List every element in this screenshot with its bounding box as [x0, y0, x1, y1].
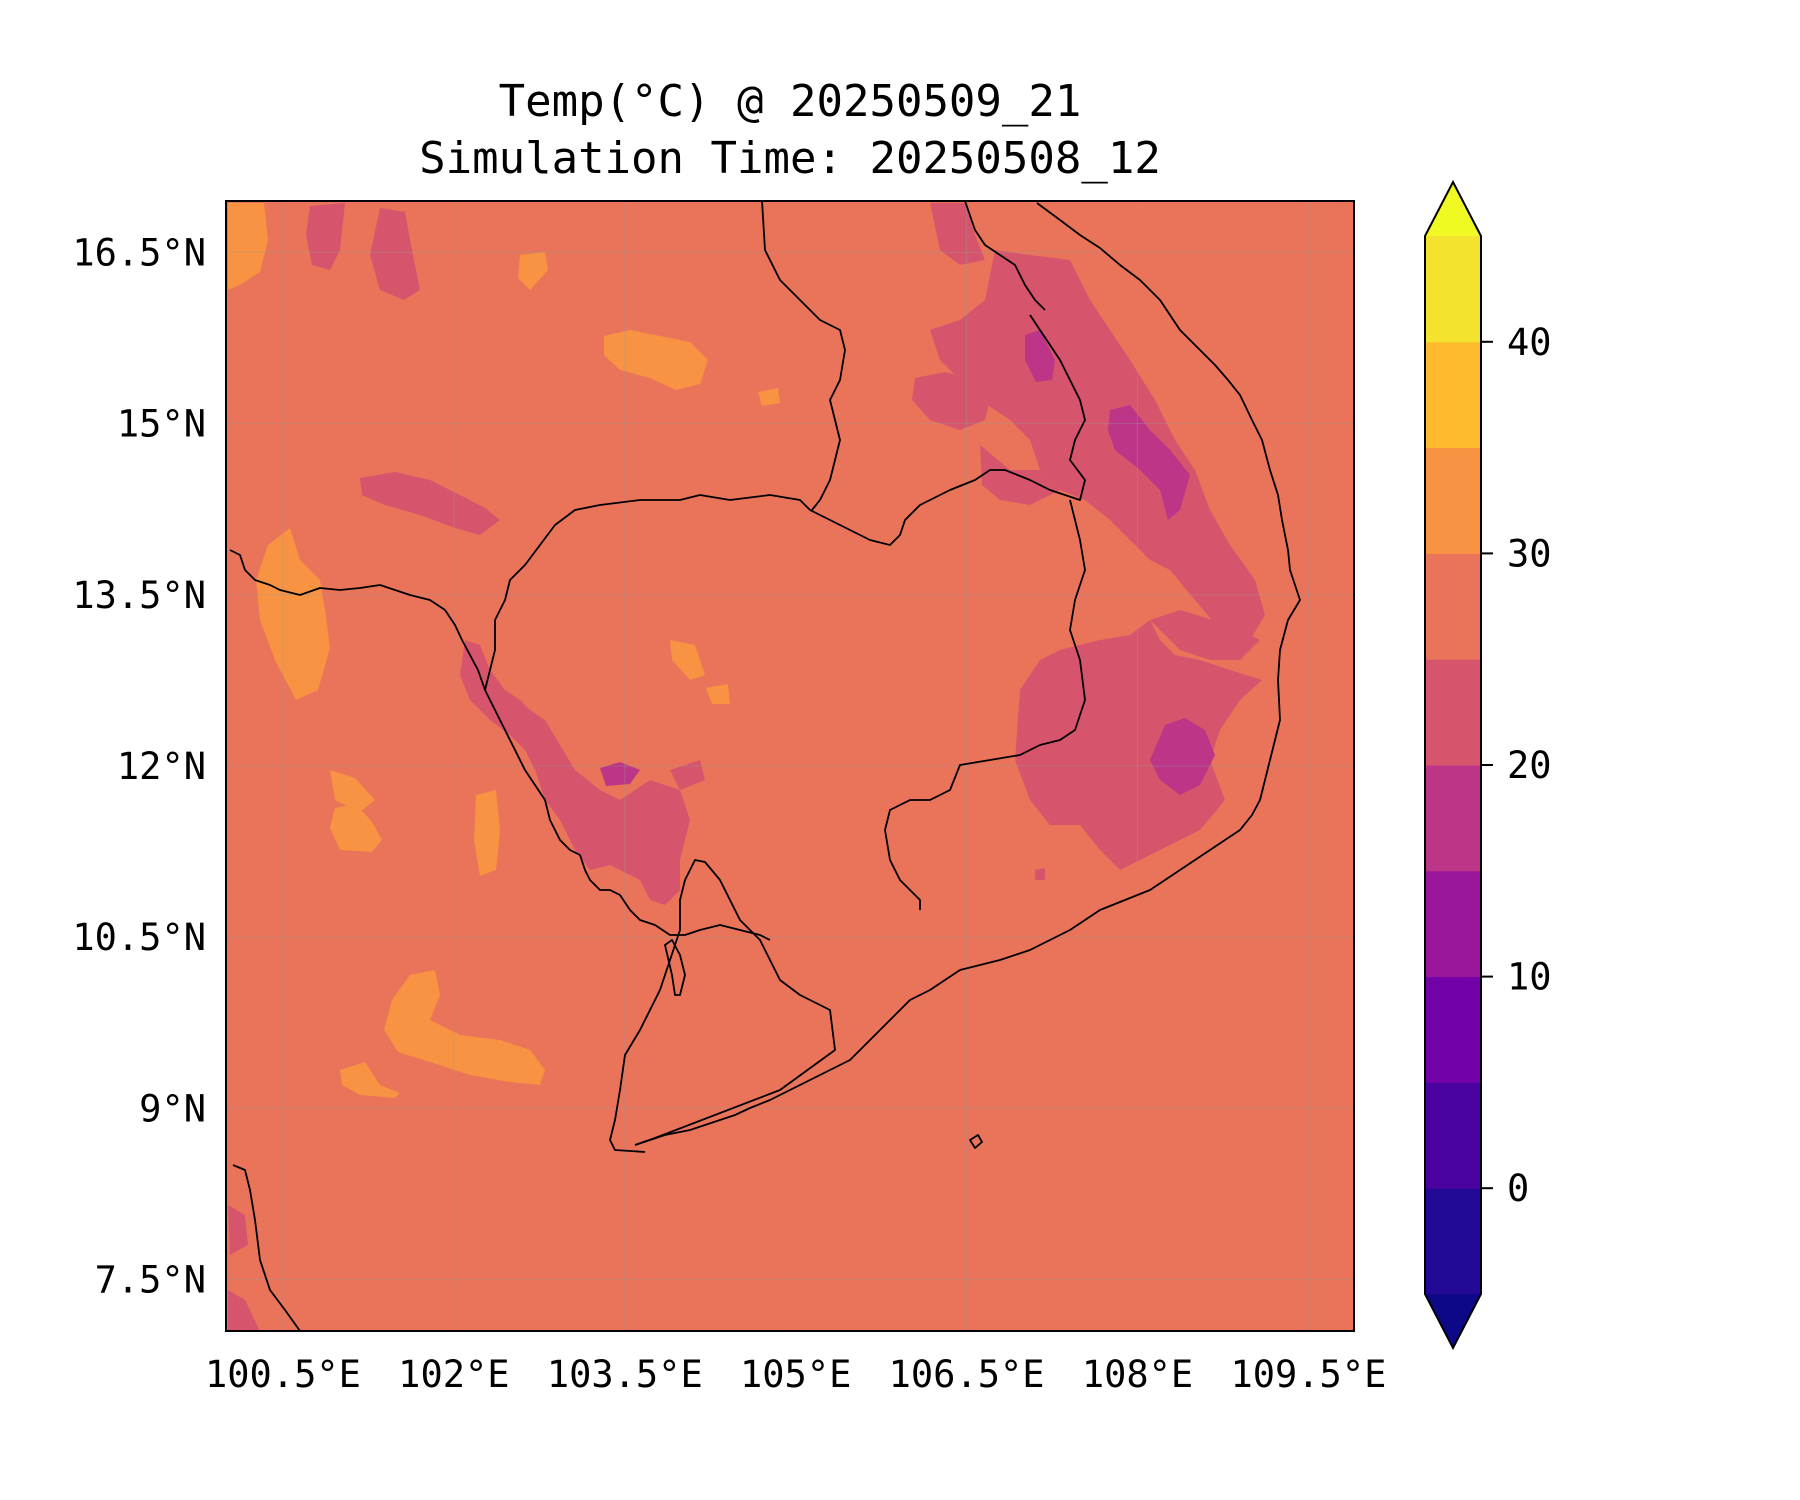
border-laos — [809, 314, 1086, 546]
latitude-tick-labels: 16.5°N 15°N 13.5°N 12°N 10.5°N 9°N 7.5°N — [72, 231, 206, 1301]
colorbar-tick-label: 40 — [1507, 321, 1552, 364]
lat-tick-label: 16.5°N — [72, 231, 206, 274]
colorbar-tick-label: 20 — [1507, 744, 1552, 787]
colorbar-segment — [1425, 870, 1481, 978]
colorbar-segment — [1425, 447, 1481, 554]
coastline-sw-peninsula — [232, 1164, 301, 1331]
lat-tick-label: 7.5°N — [95, 1259, 206, 1302]
colorbar-segment — [1425, 1188, 1481, 1295]
warm-patch-gulf-small2 — [706, 684, 730, 704]
cool-patch-isan-strip — [360, 472, 500, 535]
lat-tick-label: 9°N — [139, 1087, 206, 1130]
colorbar-tick-label: 30 — [1507, 532, 1552, 575]
lon-tick-label: 103.5°E — [547, 1353, 703, 1396]
border-mekong — [761, 201, 846, 511]
warm-patch-island-west — [330, 804, 382, 852]
warm-patch-ne-small — [758, 388, 780, 406]
cool-patch-phnom — [670, 760, 705, 790]
lat-tick-label: 13.5°N — [72, 574, 206, 617]
colorbar: 0 10 20 30 40 — [1424, 179, 1552, 1351]
border-laos-vietnam — [964, 201, 1046, 311]
cool-patch-nw-hills1 — [306, 203, 345, 270]
colorbar-segment — [1425, 765, 1481, 872]
island-con-son — [969, 1134, 983, 1149]
warm-patch-ne-thailand — [604, 330, 708, 390]
colorbar-segment — [1425, 1082, 1481, 1189]
coolest-patch-da-lat — [1150, 718, 1215, 795]
warm-patch-nw — [228, 203, 268, 290]
warm-patch-west-border — [256, 528, 330, 700]
cool-patch-south-laos-plateau — [912, 372, 990, 430]
colorbar-over-extension — [1425, 182, 1481, 236]
colorbar-segment — [1425, 553, 1481, 660]
lat-tick-label: 15°N — [117, 403, 206, 446]
lat-tick-label: 10.5°N — [72, 916, 206, 959]
map-plot-area — [226, 201, 1354, 1331]
colorbar-under-extension — [1425, 1294, 1481, 1348]
cool-patch-dak-lak — [1150, 610, 1260, 660]
cool-patch-central-highlands — [930, 250, 1265, 640]
coastline-vietnam — [634, 202, 1301, 1146]
border-cambodia-vietnam — [884, 499, 1086, 910]
cool-patch-sw-coast — [228, 1205, 248, 1255]
cool-patch-laos-east — [980, 445, 1060, 505]
colorbar-tick-label: 0 — [1507, 1167, 1529, 1210]
lat-tick-label: 12°N — [117, 745, 206, 788]
contour-level-20-25 — [228, 203, 1265, 1331]
coolest-patch-cardamom — [600, 762, 640, 786]
warm-patch-gulf-small1 — [670, 640, 705, 680]
map-frame — [225, 200, 1355, 1332]
cool-patch-cardamom — [460, 640, 690, 905]
coastline-delta — [609, 859, 836, 1153]
cool-patch-island-small — [1035, 868, 1045, 880]
cool-patch-north-laos — [930, 203, 985, 265]
lon-tick-label: 109.5°E — [1230, 1353, 1386, 1396]
lon-tick-label: 102°E — [398, 1353, 509, 1396]
warm-patch-sadao — [518, 252, 548, 290]
warm-patch-mid-left — [330, 770, 375, 812]
colorbar-segment — [1425, 659, 1481, 766]
coolest-patch-kon-tum — [1108, 405, 1190, 520]
longitude-tick-labels: 100.5°E 102°E 103.5°E 105°E 106.5°E 108°E 109.… — [205, 1353, 1386, 1396]
plot-title: Temp(°C) @ 20250509_21 — [499, 76, 1082, 127]
cool-patch-sw-corner — [228, 1290, 260, 1331]
border-cambodia-thailand — [484, 494, 811, 691]
warm-patch-gulf-large — [384, 970, 545, 1085]
gridlines — [226, 201, 1354, 1331]
contour-level-30-35 — [228, 203, 780, 1098]
colorbar-segment — [1425, 341, 1481, 449]
lon-tick-label: 105°E — [740, 1353, 851, 1396]
colorbar-segment — [1425, 976, 1481, 1083]
coastlines-borders — [229, 201, 1301, 1331]
colorbar-outline — [1424, 179, 1482, 1351]
warm-patch-gulf-south — [340, 1062, 400, 1098]
cool-patch-nw-hills2 — [370, 208, 420, 300]
lon-tick-label: 100.5°E — [205, 1353, 361, 1396]
coastline-gulf — [229, 549, 771, 941]
island-phu-quoc — [664, 939, 686, 996]
contour-level-15-20 — [600, 330, 1215, 795]
lon-tick-label: 108°E — [1082, 1353, 1193, 1396]
plot-subtitle: Simulation Time: 20250508_12 — [419, 133, 1161, 184]
coolest-patch-south-laos — [1025, 330, 1055, 382]
colorbar-tick-label: 10 — [1507, 956, 1552, 999]
lon-tick-label: 106.5°E — [889, 1353, 1045, 1396]
colorbar-segment — [1425, 236, 1481, 343]
warm-patch-andaman — [474, 790, 500, 876]
cool-patch-lam-dong — [1015, 620, 1262, 870]
